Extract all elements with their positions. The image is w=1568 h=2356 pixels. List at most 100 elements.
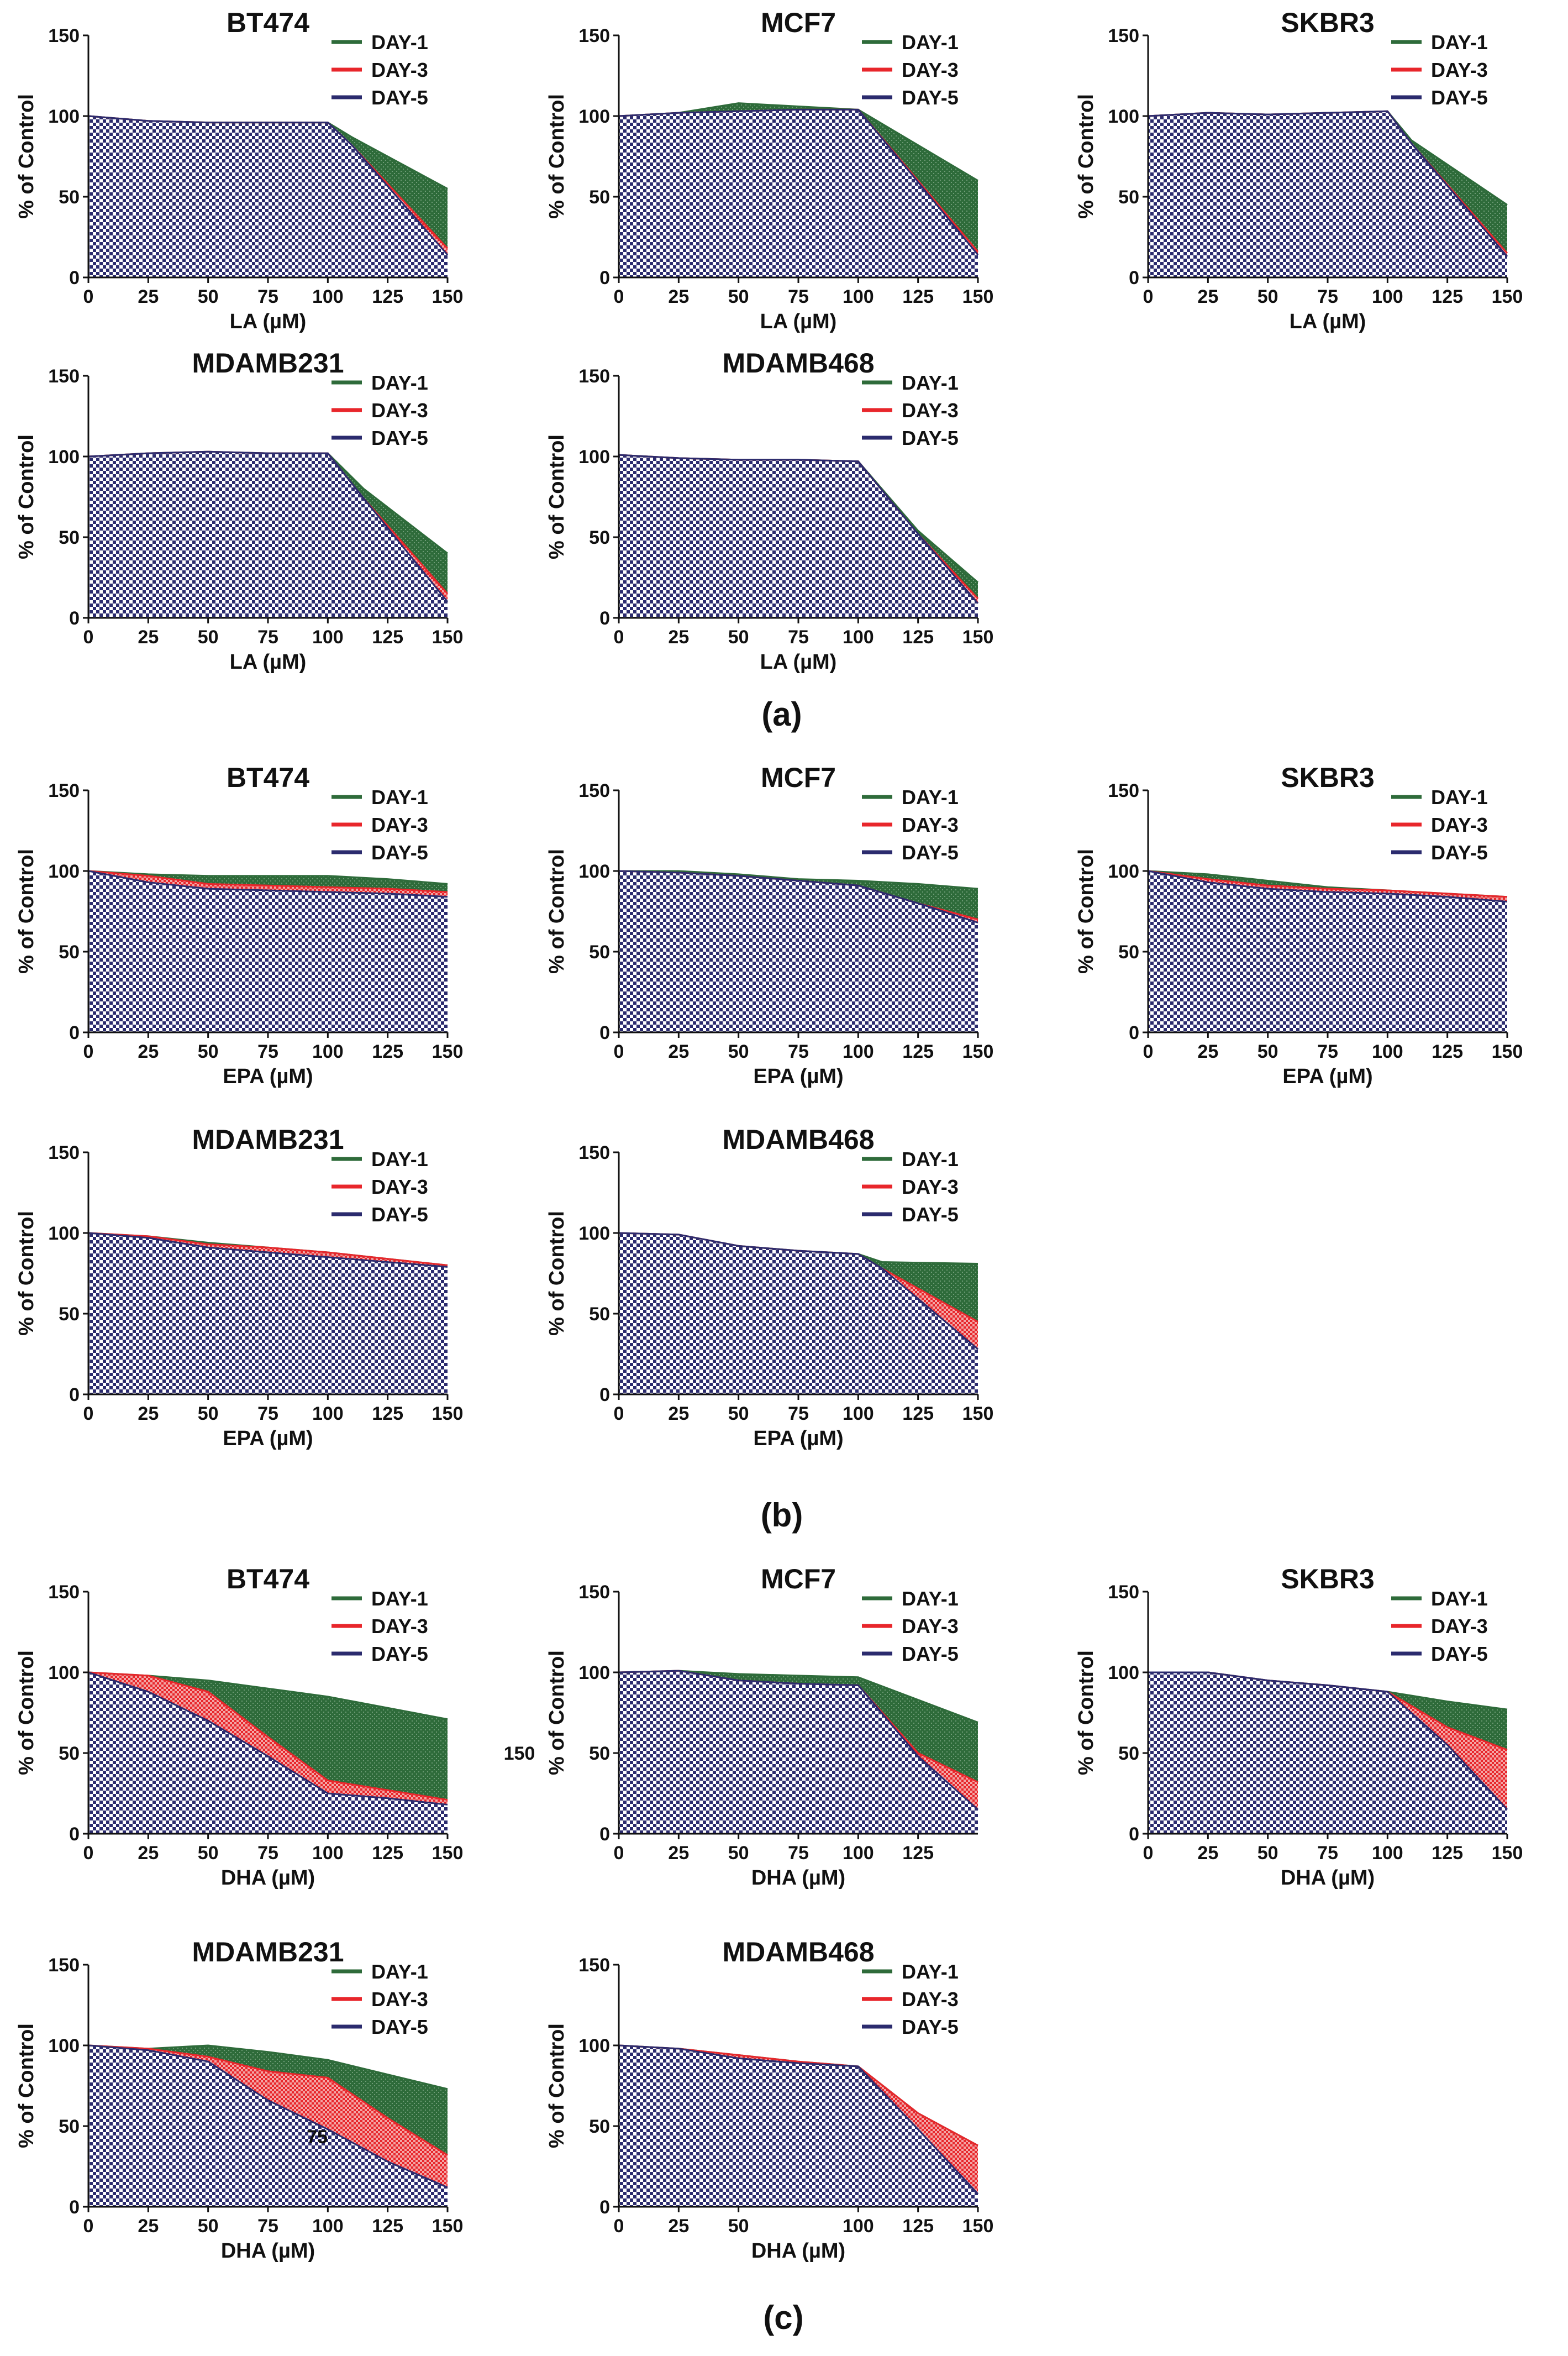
- x-tick-label: 100: [1372, 1041, 1403, 1062]
- legend-label-day3: DAY-3: [1431, 1615, 1488, 1638]
- y-tick-label: 150: [578, 1955, 610, 1976]
- chart-title: MDAMB231: [192, 1937, 344, 1967]
- x-tick-label: 50: [1257, 1041, 1278, 1062]
- area-day5: [88, 116, 448, 277]
- x-tick-label: 75: [788, 286, 809, 307]
- x-tick-label: 0: [1143, 286, 1154, 307]
- y-tick-label: 150: [48, 1582, 80, 1603]
- y-tick-label: 0: [599, 1824, 610, 1845]
- chart-title: MCF7: [761, 7, 836, 38]
- x-tick-label: 50: [728, 1041, 749, 1062]
- x-tick-label: 125: [1432, 1041, 1463, 1062]
- x-axis-label: EPA (µM): [223, 1065, 313, 1088]
- legend-label-day3: DAY-3: [371, 1615, 428, 1638]
- y-tick-label: 50: [589, 1304, 610, 1325]
- legend-label-day5: DAY-5: [902, 1643, 959, 1665]
- x-tick-label: 50: [198, 286, 219, 307]
- x-tick-label: 125: [902, 1843, 934, 1864]
- legend-label-day3: DAY-3: [1431, 59, 1488, 81]
- x-tick-label: 125: [372, 627, 403, 648]
- x-tick-label: 125: [902, 1041, 934, 1062]
- y-tick-label: 150: [1108, 780, 1139, 801]
- x-tick-label: 75: [257, 627, 278, 648]
- chart-b5: 0 50 100 150 0 25 50 75 100 125 150 MDAMB468 EPA (µM…: [545, 1124, 993, 1450]
- legend-label-day5: DAY-5: [371, 427, 428, 449]
- x-tick-label: 150: [1492, 1041, 1523, 1062]
- legend-label-day1: DAY-1: [902, 1148, 959, 1171]
- y-tick-label: 100: [578, 1662, 610, 1683]
- chart-title: BT474: [227, 7, 309, 38]
- x-tick-label: 0: [614, 1041, 624, 1062]
- x-tick-label: 50: [198, 627, 219, 648]
- x-tick-label: 100: [843, 1041, 874, 1062]
- y-axis-label: % of Control: [545, 1211, 569, 1336]
- y-axis-label: % of Control: [15, 849, 38, 974]
- y-tick-label: 0: [69, 608, 80, 629]
- y-tick-label: 0: [599, 1384, 610, 1405]
- y-tick-label: 100: [578, 861, 610, 882]
- area-day5: [1148, 111, 1507, 278]
- area-day5: [88, 1672, 448, 1834]
- x-tick-label: 150: [432, 2216, 464, 2237]
- x-tick-label: 75: [1317, 1041, 1338, 1062]
- y-tick-label: 150: [578, 1582, 610, 1603]
- chart-a2: 0 50 100 150 0 25 50 75 100 125 150 MCF7 LA (µM) % of…: [545, 7, 993, 333]
- x-tick-label: 150: [432, 286, 464, 307]
- x-axis-label: DHA (µM): [221, 2239, 315, 2263]
- legend-label-day5: DAY-5: [902, 86, 959, 109]
- x-axis-label: LA (µM): [760, 650, 837, 674]
- line-day1: [88, 870, 448, 885]
- line-day5: [1148, 1671, 1508, 1811]
- x-tick-label: 50: [1257, 1843, 1278, 1864]
- x-tick-label: 25: [668, 1041, 689, 1062]
- chart-a1: 0 50 100 150 0 25 50 75 100 125 150 BT474 LA (µM) % o…: [15, 7, 463, 333]
- line-day5: [1148, 110, 1508, 258]
- y-tick-label: 0: [69, 1022, 80, 1043]
- y-tick-label: 100: [48, 106, 80, 127]
- y-tick-label: 50: [59, 942, 80, 963]
- x-tick-label: 125: [372, 1403, 403, 1424]
- x-tick-label: 100: [1372, 1843, 1403, 1864]
- legend-label-day3: DAY-3: [902, 1988, 959, 2011]
- chart-c5: 0 50 100 150 0 25 50 100 125 150 MDAMB468 DHA (µM)%…: [545, 1937, 993, 2263]
- chart-a5: 0 50 100 150 0 25 50 75 100 125 150 MDAMB468 LA (µM)…: [545, 348, 993, 674]
- x-tick-label: 25: [138, 2216, 159, 2237]
- x-tick-label: 50: [198, 1843, 219, 1864]
- legend-label-day1: DAY-1: [371, 1960, 428, 1983]
- y-tick-label: 100: [578, 1223, 610, 1244]
- area-day5: [619, 1671, 978, 1834]
- x-tick-label: 50: [1257, 286, 1278, 307]
- x-tick-label: 25: [1197, 286, 1218, 307]
- x-tick-label: 150: [962, 627, 994, 648]
- y-axis-label: % of Control: [1075, 849, 1098, 974]
- x-axis-label: EPA (µM): [223, 1427, 313, 1450]
- line-day1: [619, 870, 978, 890]
- x-tick-label: 100: [312, 1843, 344, 1864]
- y-tick-label: 50: [1118, 942, 1139, 963]
- y-tick-label: 50: [589, 527, 610, 548]
- y-tick-label: 100: [1108, 106, 1139, 127]
- x-tick-label: 75: [1317, 1843, 1338, 1864]
- y-tick-label: 50: [59, 187, 80, 208]
- legend-label-day5: DAY-5: [371, 1643, 428, 1665]
- legend-label-day3: DAY-3: [902, 1615, 959, 1638]
- y-tick-label: 100: [48, 1223, 80, 1244]
- x-tick-label: 125: [902, 286, 934, 307]
- y-axis-label: % of Control: [545, 94, 569, 219]
- chart-title: MDAMB468: [722, 1124, 874, 1155]
- y-axis-label: % of Control: [545, 1650, 569, 1775]
- legend-label-day3: DAY-3: [371, 1988, 428, 2011]
- x-tick-label: 0: [83, 1843, 94, 1864]
- x-tick-label: 75: [257, 1041, 278, 1062]
- legend-label-day5: DAY-5: [902, 427, 959, 449]
- x-tick-label: 125: [372, 286, 403, 307]
- x-axis-label: EPA (µM): [753, 1065, 843, 1088]
- y-tick-label: 0: [69, 1824, 80, 1845]
- x-tick-label: 0: [83, 1403, 94, 1424]
- y-tick-label: 100: [1108, 1662, 1139, 1683]
- chart-title: MCF7: [761, 1563, 836, 1594]
- x-tick-label: 25: [1197, 1041, 1218, 1062]
- panel-label-a: (a): [761, 696, 802, 733]
- x-tick-label: 25: [1197, 1843, 1218, 1864]
- legend-label-day1: DAY-1: [371, 786, 428, 809]
